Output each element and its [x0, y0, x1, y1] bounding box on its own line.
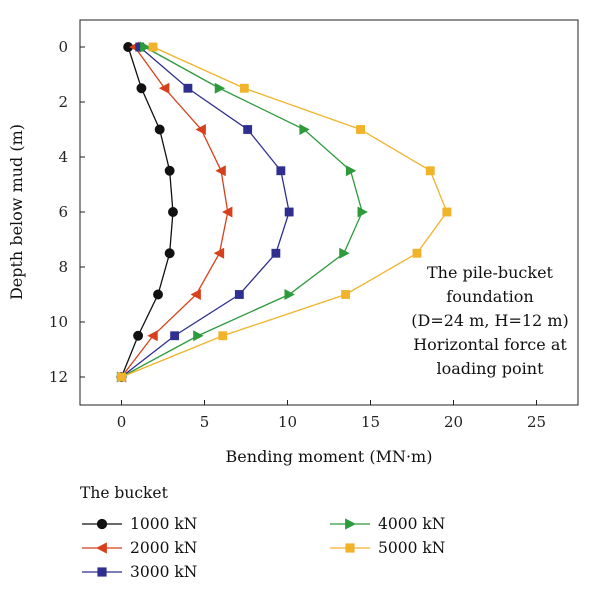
legend-label: 1000 kN [130, 515, 197, 533]
data-point [135, 42, 145, 52]
y-axis-title: Depth below mud (m) [7, 124, 26, 300]
x-tick-label: 0 [117, 413, 127, 431]
data-point [243, 125, 253, 134]
data-point [284, 289, 295, 300]
legend: 1000 kN 2000 kN 3000 kN 4000 kN 5000 kN [82, 515, 445, 581]
y-tick-label: 12 [49, 368, 68, 386]
legend-label: 4000 kN [378, 515, 445, 533]
annotation-line: loading point [436, 359, 544, 378]
data-point [183, 83, 193, 93]
data-point [276, 166, 286, 176]
data-point [190, 289, 201, 300]
data-point [168, 207, 178, 217]
x-axis-title: Bending moment (MN·m) [226, 447, 433, 466]
y-tick-label: 2 [58, 93, 68, 111]
series-line [121, 46, 290, 378]
legend-entry: 1000 kN [82, 515, 197, 533]
legend-entry: 3000 kN [82, 563, 197, 581]
x-tick-label: 15 [361, 413, 380, 431]
data-point [299, 124, 310, 135]
data-point [147, 330, 158, 342]
data-point [339, 247, 350, 259]
x-tick-label: 25 [527, 413, 546, 431]
data-point [356, 125, 365, 134]
data-point [234, 290, 244, 299]
data-point [215, 165, 226, 177]
data-point [195, 124, 206, 135]
data-point [193, 330, 204, 342]
data-point [153, 289, 163, 300]
data-point [140, 41, 151, 53]
data-point [133, 330, 144, 341]
data-point [412, 248, 422, 258]
data-point [271, 248, 281, 258]
data-point [345, 543, 355, 553]
data-point [284, 207, 294, 217]
x-tick-label: 20 [444, 413, 463, 431]
y-tick-label: 8 [58, 258, 68, 276]
data-point [345, 518, 356, 530]
y-tick-label: 6 [58, 203, 68, 221]
x-tick-label: 10 [278, 413, 297, 431]
data-point [442, 207, 452, 217]
data-point [345, 165, 357, 177]
legend-title: The bucket [80, 484, 169, 502]
data-point [218, 331, 228, 341]
legend-label: 5000 kN [378, 539, 445, 557]
data-point [117, 372, 126, 382]
data-point [148, 42, 158, 52]
data-point [214, 82, 226, 94]
series-line [121, 46, 363, 378]
axis-ticks: 0 5 10 15 20 25 0 2 4 6 8 10 12 [49, 38, 546, 431]
data-point [158, 82, 170, 94]
legend-entry: 2000 kN [82, 539, 197, 557]
series-line [120, 46, 174, 378]
annotation-line: foundation [446, 287, 533, 306]
data-point [170, 331, 180, 341]
x-tick-label: 5 [200, 413, 210, 431]
data-point [425, 166, 435, 176]
data-point [123, 42, 134, 52]
legend-entry: 5000 kN [330, 539, 445, 557]
data-point [96, 518, 108, 530]
y-tick-label: 10 [49, 313, 68, 331]
data-point [222, 206, 233, 218]
data-point [239, 83, 249, 93]
data-point [136, 83, 147, 94]
legend-label: 2000 kN [130, 539, 197, 557]
annotation-line: (D=24 m, H=12 m) [411, 311, 568, 330]
y-tick-label: 0 [58, 38, 68, 56]
data-point [357, 206, 368, 218]
data-point [164, 248, 175, 259]
data-point [164, 165, 175, 176]
data-point [154, 124, 165, 135]
series-2000-kN [115, 41, 233, 383]
data-point [96, 542, 107, 554]
series-4000-kN [116, 41, 368, 383]
legend-entry: 4000 kN [330, 515, 445, 533]
chart-annotation: The pile-bucket foundation (D=24 m, H=12 m… [411, 263, 568, 378]
y-tick-label: 4 [58, 148, 68, 166]
annotation-line: The pile-bucket [427, 263, 554, 282]
legend-label: 3000 kN [130, 563, 197, 581]
series-5000-kN [117, 42, 452, 382]
data-point [213, 247, 225, 259]
series-1000-kN [116, 42, 178, 382]
series-layer [115, 41, 452, 383]
data-point [97, 567, 107, 577]
data-point [341, 290, 351, 299]
annotation-line: Horizontal force at [413, 335, 567, 354]
